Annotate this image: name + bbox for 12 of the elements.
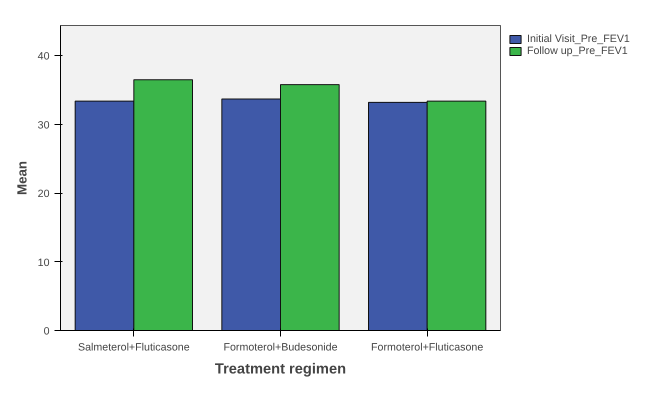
y-tick-label: 40	[38, 50, 50, 63]
legend-label: Follow up_Pre_FEV1	[527, 45, 628, 57]
x-tick-label: Formoterol+Fluticasone	[371, 342, 484, 354]
legend-label: Initial Visit_Pre_FEV1	[527, 33, 630, 45]
y-axis-title: Mean	[14, 160, 30, 196]
y-tick-label: 10	[38, 256, 50, 269]
y-tick-label: 0	[44, 326, 50, 338]
x-axis-title: Treatment regimen	[214, 362, 346, 378]
x-tick-label: Formoterol+Budesonide	[223, 342, 338, 354]
y-tick-label: 20	[38, 188, 50, 200]
y-tick-label: 30	[38, 119, 50, 132]
x-tick-label: Salmeterol+Fluticasone	[78, 342, 190, 354]
